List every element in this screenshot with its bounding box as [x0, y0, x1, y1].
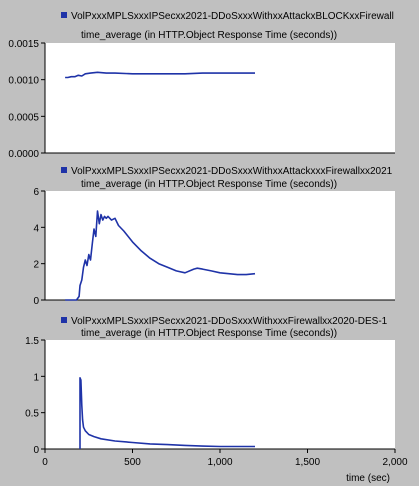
legend-swatch-1 [61, 12, 67, 18]
y-tick-label: 0.0015 [8, 39, 39, 50]
y-ticks-3: 1.5 1 0.5 0 [25, 336, 45, 456]
x-tick-label: 1,500 [295, 457, 320, 468]
y-tick-label: 1 [33, 372, 39, 383]
x-tick-label: 0 [42, 457, 48, 468]
subtitle-1: time_average (in HTTP.Object Response Ti… [81, 30, 337, 41]
panel-1: VolPxxxMPLSxxxIPSecxx2021-DDoSxxxWithxxA… [8, 11, 395, 160]
y-tick-label: 0.0005 [8, 112, 39, 123]
x-ticks-3: 0 500 1,000 1,500 2,000 [42, 449, 408, 468]
y-tick-label: 0.0010 [8, 76, 39, 87]
plot-area-3 [45, 340, 395, 449]
legend-label-3: VolPxxxMPLSxxxIPSecxx2021-DDoSxxxWithxxx… [71, 316, 388, 327]
y-tick-label: 1.5 [25, 336, 39, 347]
y-tick-label: 0 [33, 296, 39, 307]
y-tick-label: 0.5 [25, 409, 39, 420]
subtitle-3: time_average (in HTTP.Object Response Ti… [81, 328, 337, 339]
legend-label-2: VolPxxxMPLSxxxIPSecxx2021-DDoSxxxWithxxA… [71, 166, 393, 177]
x-tick-label: 2,000 [382, 457, 407, 468]
x-tick-label: 500 [124, 457, 141, 468]
y-ticks-2: 6 4 2 0 [33, 187, 45, 307]
plot-area-2 [45, 191, 395, 300]
y-ticks-1: 0.0015 0.0010 0.0005 0.0000 [8, 39, 45, 160]
panel-2: VolPxxxMPLSxxxIPSecxx2021-DDoSxxxWithxxA… [33, 166, 395, 307]
y-tick-label: 6 [33, 187, 39, 198]
y-tick-label: 0.0000 [8, 149, 39, 160]
series-line-1 [65, 71, 255, 79]
y-tick-label: 0 [33, 445, 39, 456]
panel-3: VolPxxxMPLSxxxIPSecxx2021-DDoSxxxWithxxx… [25, 316, 408, 484]
legend-swatch-2 [61, 167, 67, 173]
series-line-3 [79, 376, 255, 449]
x-axis-label: time (sec) [346, 473, 390, 484]
legend-swatch-3 [61, 317, 67, 323]
series-line-2 [65, 210, 256, 301]
subtitle-2: time_average (in HTTP.Object Response Ti… [81, 179, 337, 190]
y-tick-label: 2 [33, 260, 39, 271]
x-tick-label: 1,000 [207, 457, 232, 468]
plot-area-1 [45, 43, 395, 153]
legend-label-1: VolPxxxMPLSxxxIPSecxx2021-DDoSxxxWithxxA… [71, 11, 394, 22]
y-tick-label: 4 [33, 223, 39, 234]
